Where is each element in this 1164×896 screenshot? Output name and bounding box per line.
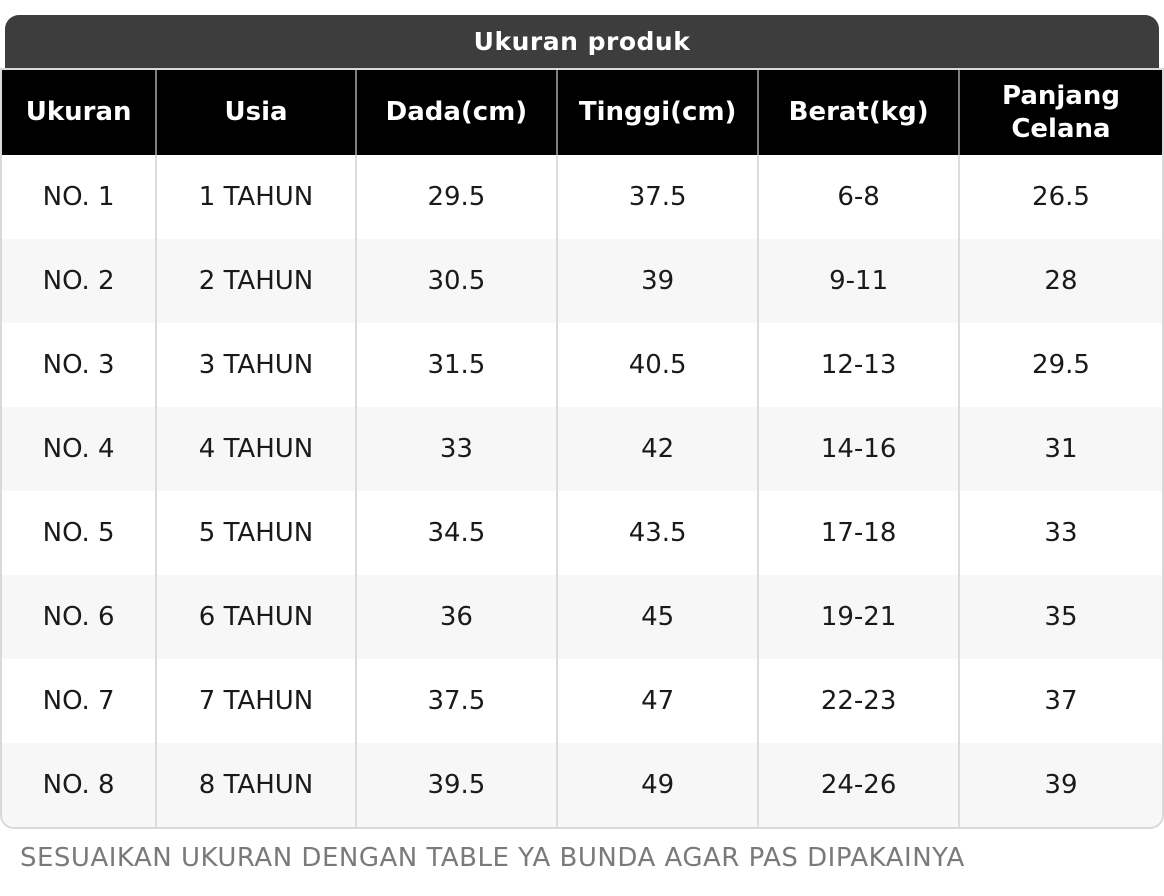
table-cell: NO. 7 [2, 659, 157, 743]
table-cell: 34.5 [354, 491, 558, 575]
table-cell: 49 [556, 743, 759, 827]
table-cell: 47 [556, 659, 759, 743]
table-cell: 2 TAHUN [155, 239, 356, 323]
table-cell: 35 [957, 575, 1162, 659]
table-cell: 37 [957, 659, 1162, 743]
table-cell: 7 TAHUN [155, 659, 356, 743]
table-cell: 31 [957, 407, 1162, 491]
column-header-label: Panjang Celana [1001, 81, 1120, 144]
table-cell: 22-23 [757, 659, 959, 743]
size-table: Ukuran Usia Dada(cm) Tinggi(cm) Berat(kg) Pan… [2, 70, 1162, 827]
footer-note: SESUAIKAN UKURAN DENGAN TABLE YA BUNDA A… [20, 843, 965, 873]
table-cell: NO. 2 [2, 239, 157, 323]
column-header: Panjang Celana [957, 70, 1162, 155]
table-cell: 29.5 [354, 155, 558, 239]
table-cell: 39 [556, 239, 759, 323]
table-cell: 12-13 [757, 323, 959, 407]
size-table-wrap: Ukuran Usia Dada(cm) Tinggi(cm) Berat(kg) Pan… [0, 68, 1164, 829]
column-header: Ukuran [2, 70, 157, 155]
table-cell: 40.5 [556, 323, 759, 407]
table-cell: NO. 1 [2, 155, 157, 239]
column-header: Dada(cm) [354, 70, 558, 155]
column-header-label: Dada(cm) [385, 97, 528, 128]
size-table-head: Ukuran Usia Dada(cm) Tinggi(cm) Berat(kg) Pan… [2, 70, 1162, 155]
table-cell: 37.5 [354, 659, 558, 743]
table-cell: 24-26 [757, 743, 959, 827]
column-header-label: Usia [224, 97, 288, 128]
table-title: Ukuran produk [473, 27, 691, 56]
header-row: Ukuran Usia Dada(cm) Tinggi(cm) Berat(kg) Pan… [2, 70, 1162, 155]
column-header: Berat(kg) [757, 70, 959, 155]
table-cell: 33 [354, 407, 558, 491]
table-cell: NO. 4 [2, 407, 157, 491]
table-cell: 31.5 [354, 323, 558, 407]
column-header: Usia [155, 70, 356, 155]
table-cell: 28 [957, 239, 1162, 323]
table-cell: 39.5 [354, 743, 558, 827]
table-cell: 6-8 [757, 155, 959, 239]
table-cell: 29.5 [957, 323, 1162, 407]
column-header-label: Ukuran [25, 97, 132, 128]
table-cell: 6 TAHUN [155, 575, 356, 659]
table-cell: 33 [957, 491, 1162, 575]
table-cell: 26.5 [957, 155, 1162, 239]
table-cell: 19-21 [757, 575, 959, 659]
table-cell: 37.5 [556, 155, 759, 239]
table-cell: 8 TAHUN [155, 743, 356, 827]
table-cell: 39 [957, 743, 1162, 827]
table-cell: 45 [556, 575, 759, 659]
table-title-bar: Ukuran produk [5, 15, 1159, 68]
table-cell: 17-18 [757, 491, 959, 575]
table-cell: 1 TAHUN [155, 155, 356, 239]
column-header-label: Berat(kg) [788, 97, 929, 128]
table-cell: NO. 3 [2, 323, 157, 407]
table-cell: 9-11 [757, 239, 959, 323]
column-header-label: Tinggi(cm) [578, 97, 737, 128]
table-cell: NO. 5 [2, 491, 157, 575]
table-cell: 30.5 [354, 239, 558, 323]
column-header: Tinggi(cm) [556, 70, 759, 155]
table-cell: 3 TAHUN [155, 323, 356, 407]
table-cell: 5 TAHUN [155, 491, 356, 575]
table-cell: 36 [354, 575, 558, 659]
table-cell: NO. 8 [2, 743, 157, 827]
table-cell: 42 [556, 407, 759, 491]
table-cell: 43.5 [556, 491, 759, 575]
table-cell: NO. 6 [2, 575, 157, 659]
table-cell: 4 TAHUN [155, 407, 356, 491]
table-cell: 14-16 [757, 407, 959, 491]
